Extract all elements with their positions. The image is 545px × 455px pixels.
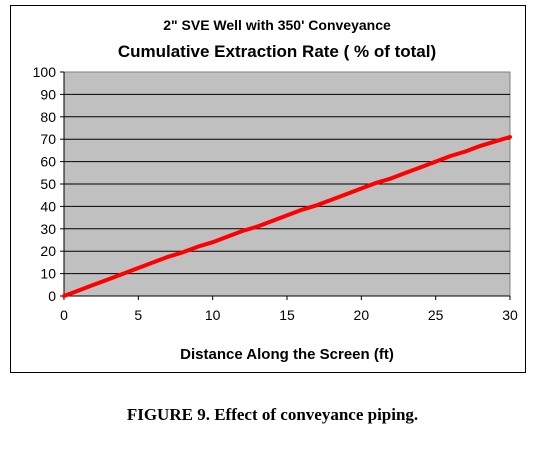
figure-caption: FIGURE 9. Effect of conveyance piping. xyxy=(126,405,419,424)
x-tick-label: 20 xyxy=(354,307,370,323)
x-tick-label: 15 xyxy=(279,307,295,323)
y-tick-label: 80 xyxy=(40,109,56,125)
tick-labels: 0 10 20 30 40 50 60 70 80 90 100 0 5 10 15 20 25 30 xyxy=(33,64,518,323)
series-line xyxy=(62,135,512,298)
x-tick-label: 30 xyxy=(502,307,518,323)
chart-subtitle: Cumulative Extraction Rate ( % of total) xyxy=(118,42,436,61)
chart-frame: 2" SVE Well with 350' Conveyance Cumulat… xyxy=(10,5,526,373)
x-tick-label: 25 xyxy=(428,307,444,323)
x-tick-label: 5 xyxy=(134,307,142,323)
y-tick-label: 100 xyxy=(33,64,57,80)
y-tick-label: 20 xyxy=(40,243,56,259)
y-tick-label: 40 xyxy=(40,198,56,214)
y-tick-label: 90 xyxy=(40,86,56,102)
x-axis-label: Distance Along the Screen (ft) xyxy=(180,346,394,363)
series-layer xyxy=(62,135,512,298)
x-tick-label: 10 xyxy=(205,307,221,323)
y-tick-label: 30 xyxy=(40,221,56,237)
chart-svg: 2" SVE Well with 350' Conveyance Cumulat… xyxy=(33,17,518,363)
y-tick-label: 50 xyxy=(40,176,56,192)
x-tick-label: 0 xyxy=(60,307,68,323)
y-tick-label: 70 xyxy=(40,131,56,147)
chart-title: 2" SVE Well with 350' Conveyance xyxy=(163,17,391,33)
y-tick-label: 10 xyxy=(40,266,56,282)
y-tick-label: 60 xyxy=(40,154,56,170)
y-tick-label: 0 xyxy=(48,288,56,304)
